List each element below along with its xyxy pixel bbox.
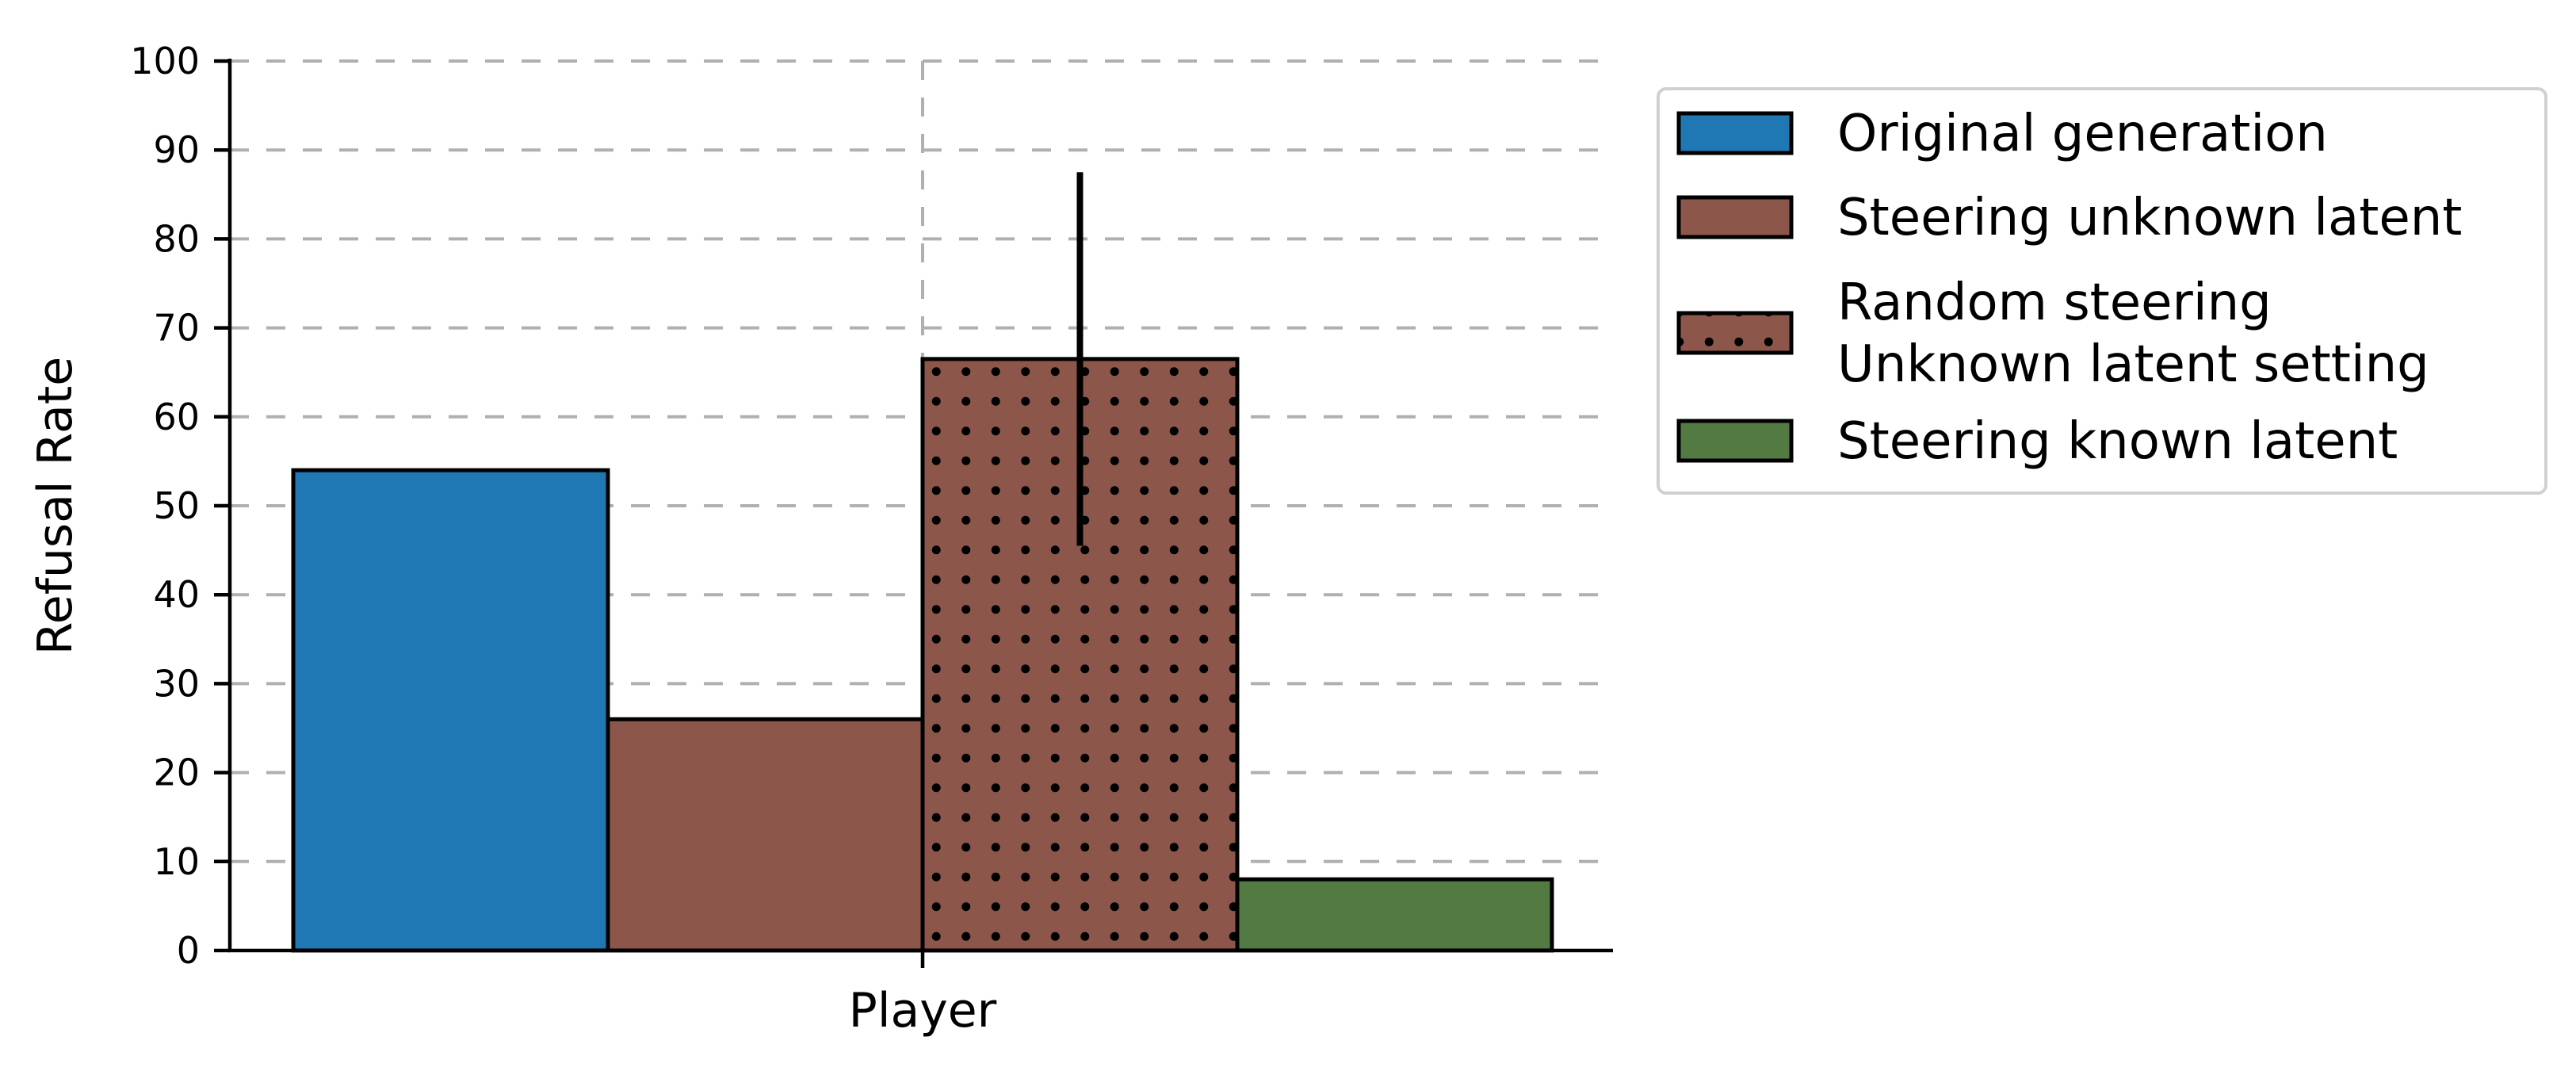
y-tick-label: 30 [153,662,200,705]
legend-label-line: Random steering [1837,273,2272,332]
x-axis-ticks: Player [849,950,997,1038]
legend: Original generation Steering unknown late… [1657,87,2547,495]
bar [606,717,925,953]
y-tick-label: 40 [153,573,200,616]
y-tick-label: 80 [153,217,200,260]
y-tick-label: 90 [153,128,200,171]
legend-label: Random steering Unknown latent setting [1837,273,2429,394]
legend-frame [1657,87,2547,495]
legend-label: Original generation [1837,105,2328,163]
y-axis-ticks: 0 10 20 30 40 50 60 70 80 90 100 [130,40,230,972]
legend-swatch [1676,195,1794,239]
bar [291,468,610,953]
x-tick-label: Player [849,983,997,1038]
bar [1235,877,1554,953]
y-tick-label: 20 [153,752,200,794]
y-tick-label: 60 [153,396,200,438]
y-tick-label: 70 [153,307,200,350]
legend-label-line: Steering unknown latent [1837,189,2462,247]
legend-label-line: Steering known latent [1837,412,2398,471]
y-tick-label: 100 [130,40,200,82]
legend-label: Steering known latent [1837,412,2398,471]
legend-label-line: Original generation [1837,105,2328,163]
legend-swatch [1676,111,1794,155]
y-tick-label: 0 [177,929,200,972]
legend-swatch-hatch [1680,315,1790,351]
bars [291,357,1554,953]
legend-label: Steering unknown latent [1837,189,2462,247]
legend-swatch [1676,419,1794,463]
y-tick-label: 50 [153,484,200,527]
legend-label-line: Unknown latent setting [1837,335,2429,394]
y-tick-label: 10 [153,840,200,883]
y-axis-title: Refusal Rate [28,357,83,655]
